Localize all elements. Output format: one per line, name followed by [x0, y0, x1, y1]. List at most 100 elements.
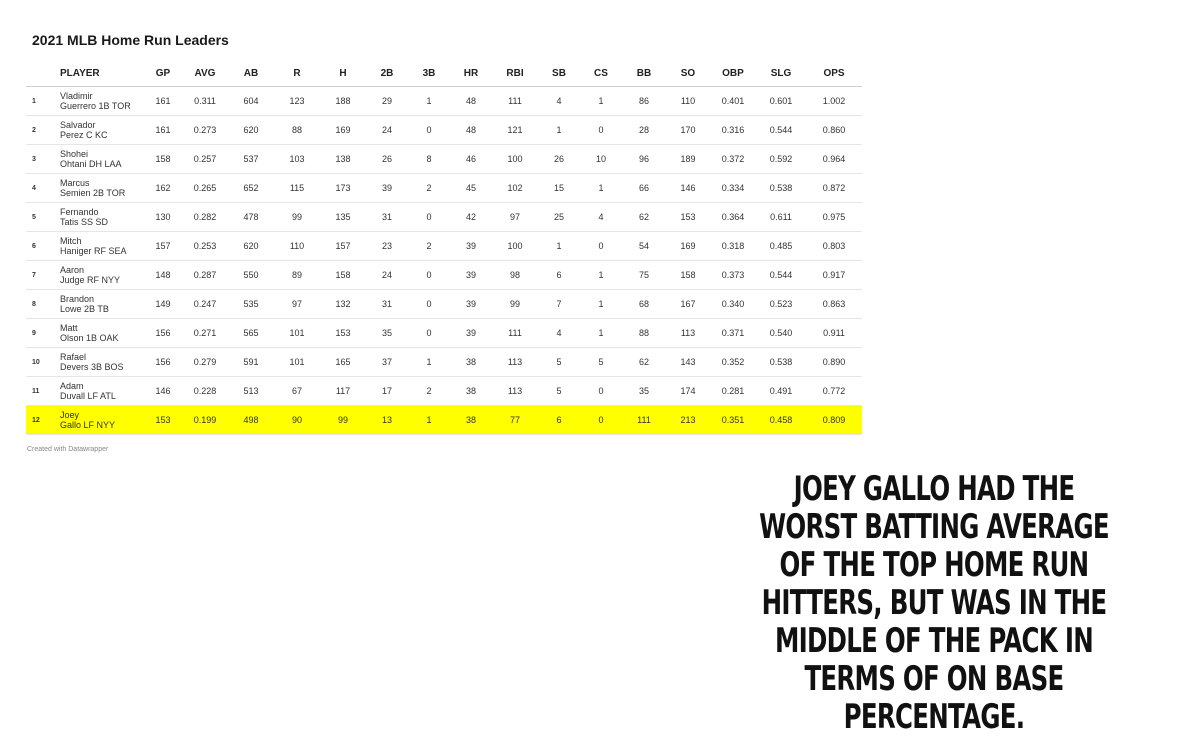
- stat-cell-so: 189: [666, 144, 710, 174]
- rank-cell: 1: [26, 86, 56, 116]
- column-header-ops[interactable]: OPS: [806, 60, 862, 87]
- table-title: 2021 MLB Home Run Leaders: [32, 32, 229, 48]
- column-header-r[interactable]: R: [274, 60, 320, 87]
- stat-cell-bb: 62: [622, 347, 666, 377]
- stat-cell-2b: 29: [366, 86, 408, 116]
- table-row: 4 Marcus Semien 2B TOR 162 0.265 652 115 173 39 2…: [26, 173, 862, 203]
- stat-cell-so: 110: [666, 86, 710, 116]
- stat-cell-obp: 0.364: [710, 202, 756, 232]
- column-header-hr[interactable]: HR: [450, 60, 492, 87]
- table-row: 1 Vladimir Guerrero 1B TOR 161 0.311 604 123 18…: [26, 86, 862, 116]
- player-cell: Joey Gallo LF NYY: [56, 405, 144, 435]
- player-name-position-team: Gallo LF NYY: [60, 420, 116, 430]
- stat-cell-h: 169: [320, 115, 366, 145]
- column-header-player[interactable]: PLAYER: [56, 60, 144, 87]
- rank-cell: 4: [26, 173, 56, 203]
- player-first-name: Adam: [60, 381, 84, 391]
- stat-cell-gp: 158: [144, 144, 182, 174]
- column-header-rbi[interactable]: RBI: [492, 60, 538, 87]
- column-header-gp[interactable]: GP: [144, 60, 182, 87]
- caption-text: Joey Gallo had the worst batting average…: [759, 469, 1110, 737]
- stat-cell-slg: 0.540: [756, 318, 806, 348]
- stat-cell-obp: 0.316: [710, 115, 756, 145]
- column-header-h[interactable]: H: [320, 60, 366, 87]
- player-cell: Mitch Haniger RF SEA: [56, 231, 144, 261]
- column-header-sb[interactable]: SB: [538, 60, 580, 87]
- stat-cell-so: 143: [666, 347, 710, 377]
- stat-cell-2b: 35: [366, 318, 408, 348]
- stat-cell-slg: 0.538: [756, 347, 806, 377]
- stat-cell-avg: 0.279: [182, 347, 228, 377]
- stat-cell-hr: 39: [450, 260, 492, 290]
- stat-cell-r: 115: [274, 173, 320, 203]
- stat-cell-sb: 6: [538, 260, 580, 290]
- stat-cell-slg: 0.491: [756, 376, 806, 406]
- stat-cell-3b: 0: [408, 318, 450, 348]
- stat-cell-h: 117: [320, 376, 366, 406]
- stat-cell-ops: 0.964: [806, 144, 862, 174]
- stat-cell-bb: 111: [622, 405, 666, 435]
- player-name-position-team: Devers 3B BOS: [60, 362, 124, 372]
- player-name-position-team: Judge RF NYY: [60, 275, 121, 285]
- stat-cell-2b: 26: [366, 144, 408, 174]
- stat-cell-rbi: 77: [492, 405, 538, 435]
- stat-cell-h: 157: [320, 231, 366, 261]
- rank-cell: 8: [26, 289, 56, 319]
- stat-cell-2b: 13: [366, 405, 408, 435]
- stat-cell-so: 167: [666, 289, 710, 319]
- rank-cell: 9: [26, 318, 56, 348]
- stat-cell-bb: 88: [622, 318, 666, 348]
- table-body: 1 Vladimir Guerrero 1B TOR 161 0.311 604 123 18…: [26, 86, 862, 435]
- stat-cell-bb: 66: [622, 173, 666, 203]
- stat-cell-rbi: 98: [492, 260, 538, 290]
- player-first-name: Rafael: [60, 352, 87, 362]
- column-header-ab[interactable]: AB: [228, 60, 274, 87]
- stat-cell-3b: 1: [408, 347, 450, 377]
- column-header-slg[interactable]: SLG: [756, 60, 806, 87]
- stat-cell-gp: 149: [144, 289, 182, 319]
- stat-cell-gp: 153: [144, 405, 182, 435]
- stat-cell-hr: 46: [450, 144, 492, 174]
- player-first-name: Shohei: [60, 149, 89, 159]
- table-row: 9 Matt Olson 1B OAK 156 0.271 565 101 153 35 0 39 1…: [26, 318, 862, 348]
- rank-cell: 3: [26, 144, 56, 174]
- stat-cell-sb: 1: [538, 115, 580, 145]
- stat-cell-avg: 0.282: [182, 202, 228, 232]
- column-header-cs[interactable]: CS: [580, 60, 622, 87]
- stat-cell-ab: 478: [228, 202, 274, 232]
- stat-cell-2b: 39: [366, 173, 408, 203]
- stat-cell-rbi: 102: [492, 173, 538, 203]
- table-row: 7 Aaron Judge RF NYY 148 0.287 550 89 158 24 0 39 9…: [26, 260, 862, 290]
- stat-cell-so: 170: [666, 115, 710, 145]
- column-header-3b[interactable]: 3B: [408, 60, 450, 87]
- column-header-2b[interactable]: 2B: [366, 60, 408, 87]
- stat-cell-slg: 0.592: [756, 144, 806, 174]
- column-header-so[interactable]: SO: [666, 60, 710, 87]
- stat-cell-3b: 1: [408, 405, 450, 435]
- column-header-obp[interactable]: OBP: [710, 60, 756, 87]
- home-run-leaders-table: PLAYER GP AVG AB R H 2B 3B HR RBI SB CS BB SO OBP SLG OP…: [26, 60, 862, 435]
- stat-cell-avg: 0.265: [182, 173, 228, 203]
- player-name-position-team: Olson 1B OAK: [60, 333, 119, 343]
- player-cell: Matt Olson 1B OAK: [56, 318, 144, 348]
- stat-cell-ab: 591: [228, 347, 274, 377]
- column-header-rank[interactable]: [26, 60, 56, 87]
- stat-cell-r: 90: [274, 405, 320, 435]
- stat-cell-so: 113: [666, 318, 710, 348]
- stat-cell-ops: 0.863: [806, 289, 862, 319]
- stat-cell-bb: 86: [622, 86, 666, 116]
- stat-cell-hr: 48: [450, 86, 492, 116]
- stat-cell-ops: 0.872: [806, 173, 862, 203]
- stat-cell-bb: 35: [622, 376, 666, 406]
- stat-cell-slg: 0.544: [756, 115, 806, 145]
- stat-cell-gp: 156: [144, 318, 182, 348]
- stat-cell-gp: 130: [144, 202, 182, 232]
- stat-cell-2b: 23: [366, 231, 408, 261]
- column-header-avg[interactable]: AVG: [182, 60, 228, 87]
- stat-cell-r: 123: [274, 86, 320, 116]
- column-header-bb[interactable]: BB: [622, 60, 666, 87]
- stat-cell-cs: 1: [580, 173, 622, 203]
- stat-cell-rbi: 111: [492, 86, 538, 116]
- stat-cell-avg: 0.271: [182, 318, 228, 348]
- stat-cell-cs: 1: [580, 289, 622, 319]
